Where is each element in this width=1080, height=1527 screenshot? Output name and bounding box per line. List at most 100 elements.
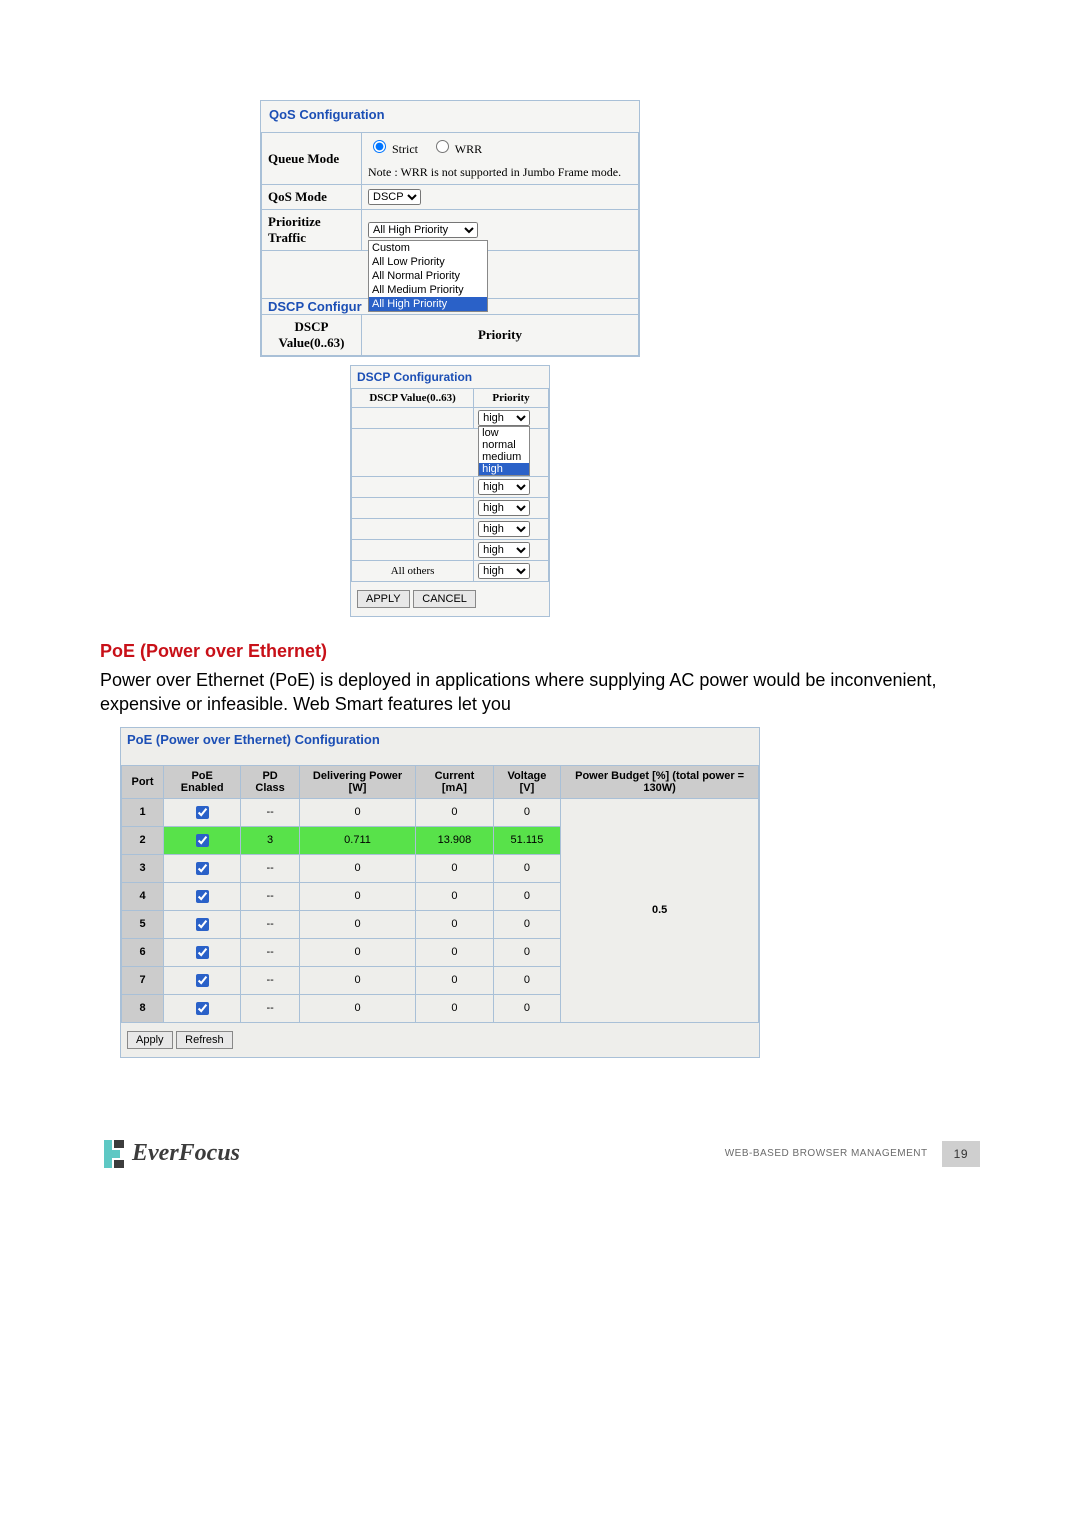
qos-table: Queue Mode Strict WRR Note : WRR is not … <box>261 132 639 356</box>
poe-col-budget: Power Budget [%] (total power = 130W) <box>561 765 759 798</box>
dscp-priority-select[interactable]: high <box>478 410 530 426</box>
poe-voltage: 0 <box>493 882 561 910</box>
dscp-priority-select[interactable]: high <box>478 563 530 579</box>
poe-col-enabled: PoE Enabled <box>164 765 241 798</box>
poe-port: 5 <box>122 910 164 938</box>
poe-pdclass: -- <box>241 910 300 938</box>
prioritize-option-high[interactable]: All High Priority <box>369 297 487 311</box>
dscp-value-col-header: DSCP Value(0..63) <box>352 389 474 408</box>
qos-config-panel: QoS Configuration Queue Mode Strict WRR <box>260 100 640 357</box>
dscp-opt-normal[interactable]: normal <box>479 439 529 451</box>
dscp-config-panel: DSCP Configuration DSCP Value(0..63) Pri… <box>350 365 550 617</box>
dscp-opt-low[interactable]: low <box>479 427 529 439</box>
poe-current: 0 <box>416 910 494 938</box>
poe-enabled-checkbox[interactable] <box>196 806 209 819</box>
dscp-row: high <box>352 477 549 498</box>
dscp-row: high low normal medium high <box>352 408 549 429</box>
apply-button[interactable]: APPLY <box>357 590 410 608</box>
poe-enabled-checkbox[interactable] <box>196 974 209 987</box>
dscp-row-all-others: All others high <box>352 561 549 582</box>
dscp-opt-medium[interactable]: medium <box>479 451 529 463</box>
prioritize-option-normal[interactable]: All Normal Priority <box>369 269 487 283</box>
poe-col-power: Delivering Power [W] <box>299 765 415 798</box>
queue-mode-note: Note : WRR is not supported in Jumbo Fra… <box>368 165 632 180</box>
radio-wrr[interactable] <box>436 140 449 153</box>
page-footer: EverFocus WEB-BASED BROWSER MANAGEMENT 1… <box>0 1098 1080 1200</box>
logo: EverFocus <box>100 1138 240 1170</box>
dscp-priority-select[interactable]: high <box>478 500 530 516</box>
poe-budget-value: 0.5 <box>561 798 759 1022</box>
prioritize-dropdown[interactable]: Custom All Low Priority All Normal Prior… <box>368 240 488 312</box>
poe-port: 3 <box>122 854 164 882</box>
dscp-configur-label: DSCP Configur <box>262 296 368 317</box>
poe-col-current: Current [mA] <box>416 765 494 798</box>
logo-text: EverFocus <box>132 1140 240 1167</box>
all-others-label: All others <box>352 561 474 582</box>
poe-description: Power over Ethernet (PoE) is deployed in… <box>100 668 980 717</box>
radio-wrr-label[interactable]: WRR <box>431 142 482 156</box>
page-number: 19 <box>942 1141 980 1167</box>
poe-row: 1 -- 0 0 0 0.5 <box>122 798 759 826</box>
radio-strict[interactable] <box>373 140 386 153</box>
poe-enabled-checkbox[interactable] <box>196 1002 209 1015</box>
dscp-priority-select[interactable]: high <box>478 542 530 558</box>
poe-port: 4 <box>122 882 164 910</box>
poe-table: Port PoE Enabled PD Class Delivering Pow… <box>121 765 759 1023</box>
queue-mode-label: Queue Mode <box>262 133 362 185</box>
radio-strict-text: Strict <box>392 142 418 156</box>
poe-enabled-checkbox[interactable] <box>196 946 209 959</box>
qos-mode-label: QoS Mode <box>262 185 362 210</box>
poe-pdclass: 3 <box>241 826 300 854</box>
poe-enabled-checkbox[interactable] <box>196 890 209 903</box>
queue-mode-cell: Strict WRR Note : WRR is not supported i… <box>362 133 639 185</box>
poe-current: 0 <box>416 882 494 910</box>
prioritize-select[interactable]: All High Priority <box>368 222 478 238</box>
dscp-priority-select[interactable]: high <box>478 521 530 537</box>
poe-pdclass: -- <box>241 798 300 826</box>
poe-voltage: 0 <box>493 938 561 966</box>
poe-enabled-checkbox[interactable] <box>196 834 209 847</box>
dscp-priority-dropdown[interactable]: low normal medium high <box>478 426 530 476</box>
poe-enabled-checkbox[interactable] <box>196 862 209 875</box>
poe-port: 7 <box>122 966 164 994</box>
poe-power: 0 <box>299 994 415 1022</box>
poe-current: 13.908 <box>416 826 494 854</box>
poe-heading: PoE (Power over Ethernet) <box>100 641 980 662</box>
dscp-value-header: DSCP Value(0..63) <box>262 315 362 356</box>
dscp-row: high <box>352 519 549 540</box>
poe-panel-title: PoE (Power over Ethernet) Configuration <box>121 728 759 765</box>
dscp-priority-col-header: Priority <box>474 389 549 408</box>
dscp-priority-select[interactable]: high <box>478 479 530 495</box>
prioritize-option-custom[interactable]: Custom <box>369 241 487 255</box>
poe-port: 8 <box>122 994 164 1022</box>
prioritize-option-medium[interactable]: All Medium Priority <box>369 283 487 297</box>
poe-voltage: 0 <box>493 966 561 994</box>
poe-enabled-checkbox[interactable] <box>196 918 209 931</box>
poe-power: 0 <box>299 882 415 910</box>
poe-current: 0 <box>416 966 494 994</box>
poe-refresh-button[interactable]: Refresh <box>176 1031 233 1049</box>
qos-title: QoS Configuration <box>261 101 639 132</box>
poe-port: 2 <box>122 826 164 854</box>
prioritize-option-low[interactable]: All Low Priority <box>369 255 487 269</box>
poe-power: 0 <box>299 910 415 938</box>
poe-current: 0 <box>416 798 494 826</box>
everfocus-logo-icon <box>100 1138 126 1170</box>
dscp-title: DSCP Configuration <box>351 366 549 388</box>
poe-col-pdclass: PD Class <box>241 765 300 798</box>
poe-pdclass: -- <box>241 994 300 1022</box>
footer-text: WEB-BASED BROWSER MANAGEMENT <box>725 1148 928 1159</box>
qos-mode-select[interactable]: DSCP <box>368 189 421 205</box>
dscp-opt-high[interactable]: high <box>479 463 529 475</box>
poe-apply-button[interactable]: Apply <box>127 1031 173 1049</box>
dscp-table: DSCP Value(0..63) Priority high low norm… <box>351 388 549 582</box>
poe-current: 0 <box>416 854 494 882</box>
cancel-button[interactable]: CANCEL <box>413 590 476 608</box>
poe-voltage: 0 <box>493 798 561 826</box>
poe-voltage: 0 <box>493 854 561 882</box>
poe-power: 0 <box>299 798 415 826</box>
radio-wrr-text: WRR <box>455 142 482 156</box>
radio-strict-label[interactable]: Strict <box>368 142 421 156</box>
poe-current: 0 <box>416 994 494 1022</box>
dscp-row: high <box>352 540 549 561</box>
